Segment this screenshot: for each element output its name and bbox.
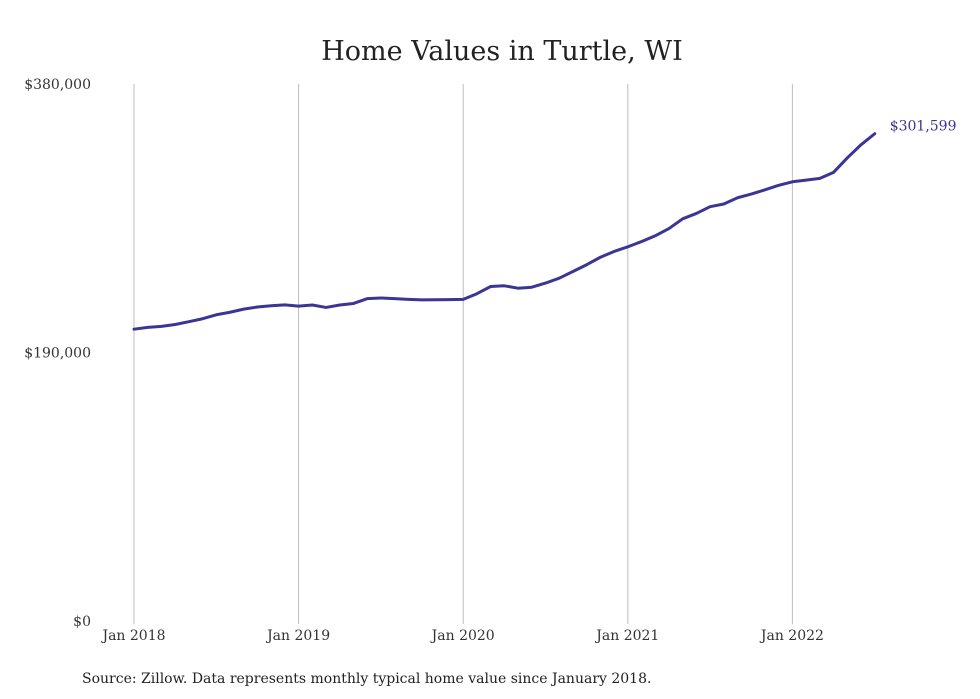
data-point	[613, 250, 615, 253]
data-point	[339, 304, 341, 306]
data-point	[860, 144, 862, 146]
data-point	[668, 227, 670, 230]
data-point	[256, 306, 259, 308]
data-point	[298, 305, 300, 307]
data-point	[846, 157, 848, 159]
chart-title: Home Values in Turtle, WI	[321, 36, 682, 67]
data-point	[160, 325, 163, 327]
data-point	[352, 302, 355, 305]
data-point	[476, 293, 478, 295]
data-point	[243, 308, 245, 310]
data-point	[572, 270, 574, 273]
data-point	[695, 212, 697, 215]
series-group	[132, 132, 877, 331]
y-tick-label: $190,000	[24, 346, 91, 362]
data-point	[544, 282, 547, 284]
data-point	[503, 285, 505, 287]
data-point	[627, 246, 629, 248]
data-point	[805, 179, 807, 181]
data-point	[764, 189, 766, 191]
data-point	[380, 297, 382, 299]
data-point	[174, 323, 176, 326]
data-point	[366, 298, 368, 300]
data-point	[531, 286, 533, 288]
data-point	[599, 256, 601, 258]
data-point	[490, 285, 492, 288]
x-axis: Jan 2018 Jan 2019 Jan 2020 Jan 2021 Jan 2022	[100, 628, 823, 644]
data-point	[517, 287, 519, 289]
data-point	[874, 133, 876, 135]
data-point	[215, 314, 217, 316]
x-tick-label: Jan 2019	[265, 628, 330, 644]
data-point	[201, 318, 204, 320]
data-point	[394, 298, 396, 300]
data-point	[147, 326, 149, 328]
data-point	[819, 177, 821, 179]
data-point	[723, 203, 725, 205]
data-point	[709, 206, 711, 208]
data-point	[682, 218, 684, 220]
data-point	[750, 193, 752, 195]
data-point	[435, 299, 437, 301]
end-label-group: $301,599	[890, 119, 957, 135]
x-tick-label: Jan 2020	[430, 628, 495, 644]
data-point	[791, 181, 794, 183]
data-point	[640, 240, 643, 243]
data-point	[133, 328, 135, 330]
data-point	[448, 299, 451, 301]
y-tick-label: $380,000	[24, 77, 91, 93]
data-point	[311, 304, 313, 306]
data-point	[325, 306, 327, 309]
y-tick-label: $0	[73, 614, 91, 630]
data-point	[832, 171, 835, 173]
data-point	[407, 298, 409, 300]
data-point	[462, 298, 464, 300]
data-point	[586, 264, 588, 266]
data-point	[188, 321, 190, 323]
data-point	[229, 311, 231, 313]
x-tick-label: Jan 2022	[759, 628, 824, 644]
x-tick-label: Jan 2018	[100, 628, 165, 644]
series-line	[132, 132, 877, 331]
data-point	[736, 197, 739, 199]
data-point	[421, 299, 423, 301]
data-point	[284, 304, 286, 306]
data-point	[270, 305, 272, 307]
data-point	[558, 277, 560, 279]
y-axis: $0 $190,000 $380,000	[24, 77, 91, 630]
data-point	[654, 235, 656, 237]
gridlines	[133, 84, 793, 624]
x-tick-label: Jan 2021	[594, 628, 659, 644]
source-note: Source: Zillow. Data represents monthly …	[82, 671, 651, 687]
data-point	[778, 184, 780, 186]
end-value-label: $301,599	[890, 119, 957, 135]
